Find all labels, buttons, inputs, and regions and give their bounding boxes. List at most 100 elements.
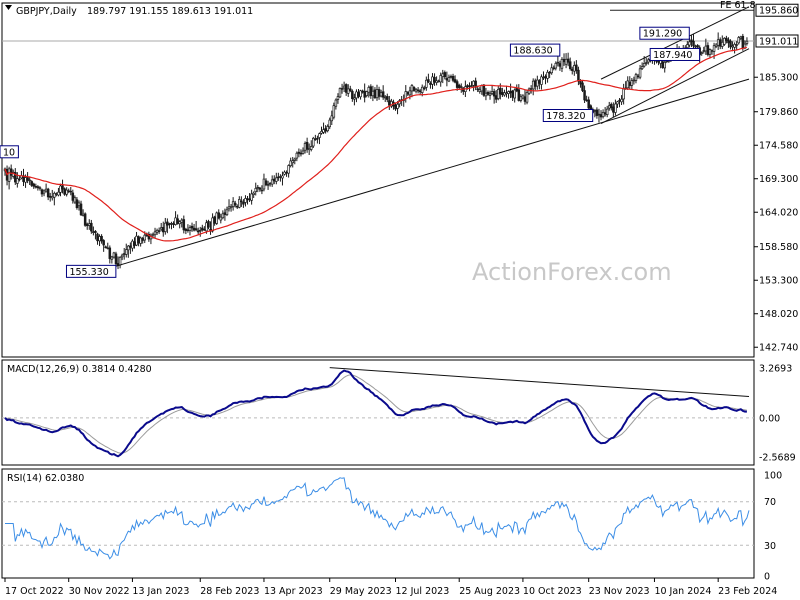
candle-body — [207, 221, 210, 228]
candle — [272, 175, 276, 185]
candle-body — [507, 91, 510, 94]
candle-body — [614, 103, 617, 113]
candle-body — [447, 77, 451, 82]
candle-body — [497, 88, 500, 99]
candle-body — [83, 213, 87, 226]
candle — [283, 170, 286, 176]
candle — [40, 188, 44, 197]
candle — [270, 175, 274, 187]
candle-body — [285, 172, 288, 174]
candle-body — [404, 91, 408, 99]
candle — [412, 86, 416, 92]
candle — [203, 226, 206, 231]
candle — [462, 87, 465, 95]
x-tick-label: 23 Nov 2023 — [589, 586, 650, 597]
candle-body — [445, 78, 449, 81]
candle-body — [700, 52, 703, 54]
candle-body — [488, 93, 492, 96]
candle — [223, 208, 227, 221]
candle — [367, 85, 371, 98]
candle — [227, 199, 231, 212]
candle — [90, 219, 93, 234]
candle-body — [634, 74, 638, 81]
candle-body — [102, 240, 105, 246]
candle-body — [420, 86, 424, 93]
candle — [125, 243, 128, 258]
candle-body — [48, 195, 52, 198]
candle-body — [361, 90, 364, 93]
chevron-down-icon[interactable] — [5, 5, 12, 10]
candle — [330, 110, 334, 126]
candle — [583, 85, 586, 103]
candle — [729, 39, 732, 50]
candle — [314, 134, 317, 141]
candle-body — [289, 160, 292, 166]
candle — [7, 166, 11, 190]
candle-body — [575, 64, 578, 71]
annotation-frame — [0, 145, 19, 159]
candle — [79, 200, 83, 216]
candle — [605, 105, 609, 118]
candle-body — [388, 100, 391, 106]
candle — [69, 187, 73, 196]
candle — [194, 220, 198, 232]
candle — [244, 195, 247, 207]
candle — [386, 93, 389, 103]
candle — [371, 85, 375, 102]
candle-body — [441, 73, 445, 77]
candle — [295, 151, 299, 162]
candle — [297, 148, 301, 158]
candle-body — [435, 80, 438, 83]
current-price-box-frame — [755, 34, 799, 48]
candle — [349, 85, 352, 93]
candle-body — [166, 221, 169, 226]
candle-body — [351, 90, 354, 100]
candle-body — [53, 193, 56, 198]
candle — [73, 195, 77, 204]
candle-body — [157, 230, 161, 232]
candle — [564, 53, 568, 69]
candle — [213, 215, 216, 226]
candle-body — [40, 189, 44, 195]
candle-body — [610, 103, 613, 109]
trendline-channel-upper — [600, 6, 750, 80]
candle — [517, 84, 521, 102]
candle-body — [24, 177, 27, 183]
candle-body — [603, 112, 607, 115]
candle — [94, 230, 97, 240]
candle-body — [227, 206, 231, 210]
candle-body — [242, 202, 245, 205]
candle-body — [94, 230, 97, 233]
candle — [554, 61, 558, 71]
candle — [644, 57, 648, 66]
candle-body — [330, 115, 334, 122]
candle — [287, 164, 290, 178]
candle — [647, 57, 650, 65]
candle-body — [137, 236, 140, 244]
candle-body — [153, 231, 157, 236]
macd-frame — [1, 359, 755, 466]
candle-body — [118, 256, 122, 266]
candle — [737, 36, 740, 45]
price-panel — [3, 6, 750, 270]
candle-body — [353, 97, 356, 100]
candle-body — [644, 62, 648, 64]
candle — [88, 219, 91, 230]
candle-body — [723, 38, 726, 45]
candle-body — [733, 44, 736, 48]
candle — [46, 187, 50, 201]
candle-body — [737, 37, 740, 44]
candle-body — [566, 58, 570, 63]
candle — [427, 73, 430, 84]
candle-body — [159, 227, 163, 230]
candle-body — [203, 229, 206, 231]
candle — [63, 187, 66, 196]
candle-body — [36, 186, 40, 189]
candle-body — [630, 80, 634, 86]
candle-body — [205, 222, 208, 232]
trendline-long-term-support — [111, 78, 750, 268]
candle — [357, 89, 360, 99]
candle-body — [427, 79, 430, 83]
candle-body — [340, 88, 344, 90]
candle — [102, 239, 105, 252]
